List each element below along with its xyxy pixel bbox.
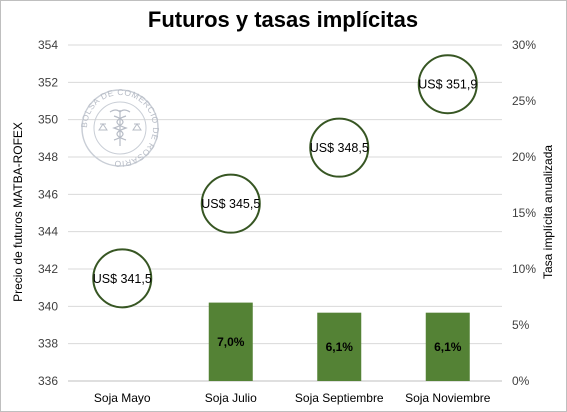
- category-labels: Soja Mayo Soja Julio Soja Septiembre Soja N…: [94, 391, 491, 405]
- rate-bar: [425, 312, 470, 381]
- price-marker: [417, 54, 478, 115]
- left-tick-label: 346: [38, 187, 58, 201]
- left-tick-label: 354: [38, 38, 58, 52]
- price-label: US$ 345,5: [201, 197, 260, 211]
- right-tick-label: 0%: [512, 374, 530, 388]
- scales-icon: [98, 123, 142, 131]
- price-label: US$ 348,5: [310, 141, 369, 155]
- rate-bar-label: 6,1%: [434, 340, 462, 354]
- right-tick-label: 10%: [512, 262, 536, 276]
- rate-bar-label: 6,1%: [326, 340, 354, 354]
- right-axis-ticks: 0% 5% 10% 15% 20% 25% 30%: [512, 38, 536, 388]
- rate-bars: 7,0% 6,1% 6,1%: [208, 302, 470, 381]
- right-tick-label: 5%: [512, 318, 530, 332]
- left-axis-ticks: 336 338 340 342 344 346 348 350 352 354: [38, 38, 58, 388]
- right-tick-label: 25%: [512, 94, 536, 108]
- price-label: US$ 341,5: [93, 272, 152, 286]
- right-tick-label: 30%: [512, 38, 536, 52]
- chart-title: Futuros y tasas implícitas: [148, 7, 418, 32]
- price-label: US$ 351,9: [418, 78, 477, 92]
- price-marker: [200, 173, 261, 234]
- right-tick-label: 20%: [512, 150, 536, 164]
- watermark-outer-ring: [81, 89, 159, 167]
- left-tick-label: 340: [38, 299, 58, 313]
- price-marker: [309, 117, 370, 178]
- left-axis-title: Precio de futuros MATBA-ROFEX: [11, 122, 25, 302]
- rate-bar: [317, 312, 362, 381]
- price-marker: [92, 248, 153, 309]
- watermark-inner-ring: [93, 101, 147, 155]
- category-label: Soja Julio: [205, 391, 257, 405]
- left-tick-label: 338: [38, 337, 58, 351]
- left-tick-label: 344: [38, 225, 58, 239]
- right-axis-title: Tasa implícita anualizada: [541, 145, 555, 279]
- rate-bar: [208, 302, 253, 381]
- category-label: Soja Noviembre: [405, 391, 491, 405]
- left-tick-label: 342: [38, 262, 58, 276]
- left-tick-label: 350: [38, 113, 58, 127]
- right-tick-label: 15%: [512, 206, 536, 220]
- caduceus-icon: [109, 109, 131, 146]
- price-markers: US$ 341,5 US$ 345,5 US$ 348,5 US$ 351,9: [92, 54, 478, 309]
- rate-bar-label: 7,0%: [217, 335, 245, 349]
- left-tick-label: 352: [38, 75, 58, 89]
- left-tick-label: 336: [38, 374, 58, 388]
- category-label: Soja Septiembre: [295, 391, 384, 405]
- category-label: Soja Mayo: [94, 391, 151, 405]
- left-tick-label: 348: [38, 150, 58, 164]
